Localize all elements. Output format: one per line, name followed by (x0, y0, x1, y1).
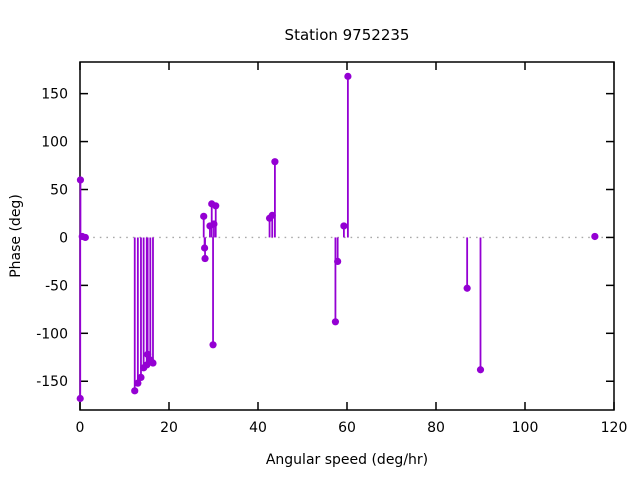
data-point (76, 176, 85, 184)
plot-dynamic-layer: 0 20 40 60 80 100 120 -150 -100 -50 0 50 100 150 (36, 61, 628, 436)
data-point (268, 211, 276, 219)
x-tick-label: 60 (338, 420, 356, 436)
chart-title: Station 9752235 (285, 26, 410, 44)
data-point (271, 158, 279, 166)
y-tick-label: -50 (45, 278, 68, 294)
data-point (340, 222, 348, 230)
data-point (134, 379, 142, 387)
data-point (334, 257, 342, 266)
data-point (201, 244, 209, 252)
y-tick-label: 0 (59, 230, 68, 246)
x-tick-label: 100 (512, 420, 539, 436)
data-point (201, 254, 209, 263)
data-point (331, 318, 340, 326)
data-point (212, 202, 220, 210)
data-point (76, 394, 84, 403)
x-tick-label: 20 (160, 420, 178, 436)
y-tick-label: -150 (36, 374, 68, 390)
x-tick-label: 120 (601, 420, 628, 436)
data-point (137, 373, 145, 382)
data-point (149, 359, 157, 367)
data-point (591, 232, 599, 241)
data-point (200, 212, 208, 220)
y-tick-label: 100 (41, 135, 68, 151)
x-tick-label: 0 (76, 420, 85, 436)
data-point (209, 341, 217, 349)
y-tick-label: 150 (41, 87, 68, 103)
y-tick-label: -100 (36, 326, 68, 342)
y-tick-label: 50 (50, 183, 68, 199)
data-point (463, 284, 471, 292)
x-tick-label: 40 (249, 420, 267, 436)
x-tick-label: 80 (427, 420, 445, 436)
data-point (210, 220, 218, 228)
data-point (131, 387, 139, 395)
data-point (81, 233, 89, 242)
data-point (344, 72, 352, 80)
y-axis-label: Phase (deg) (8, 194, 24, 278)
x-axis-label: Angular speed (deg/hr) (266, 452, 428, 468)
data-point (476, 366, 485, 374)
data-point (144, 350, 152, 358)
